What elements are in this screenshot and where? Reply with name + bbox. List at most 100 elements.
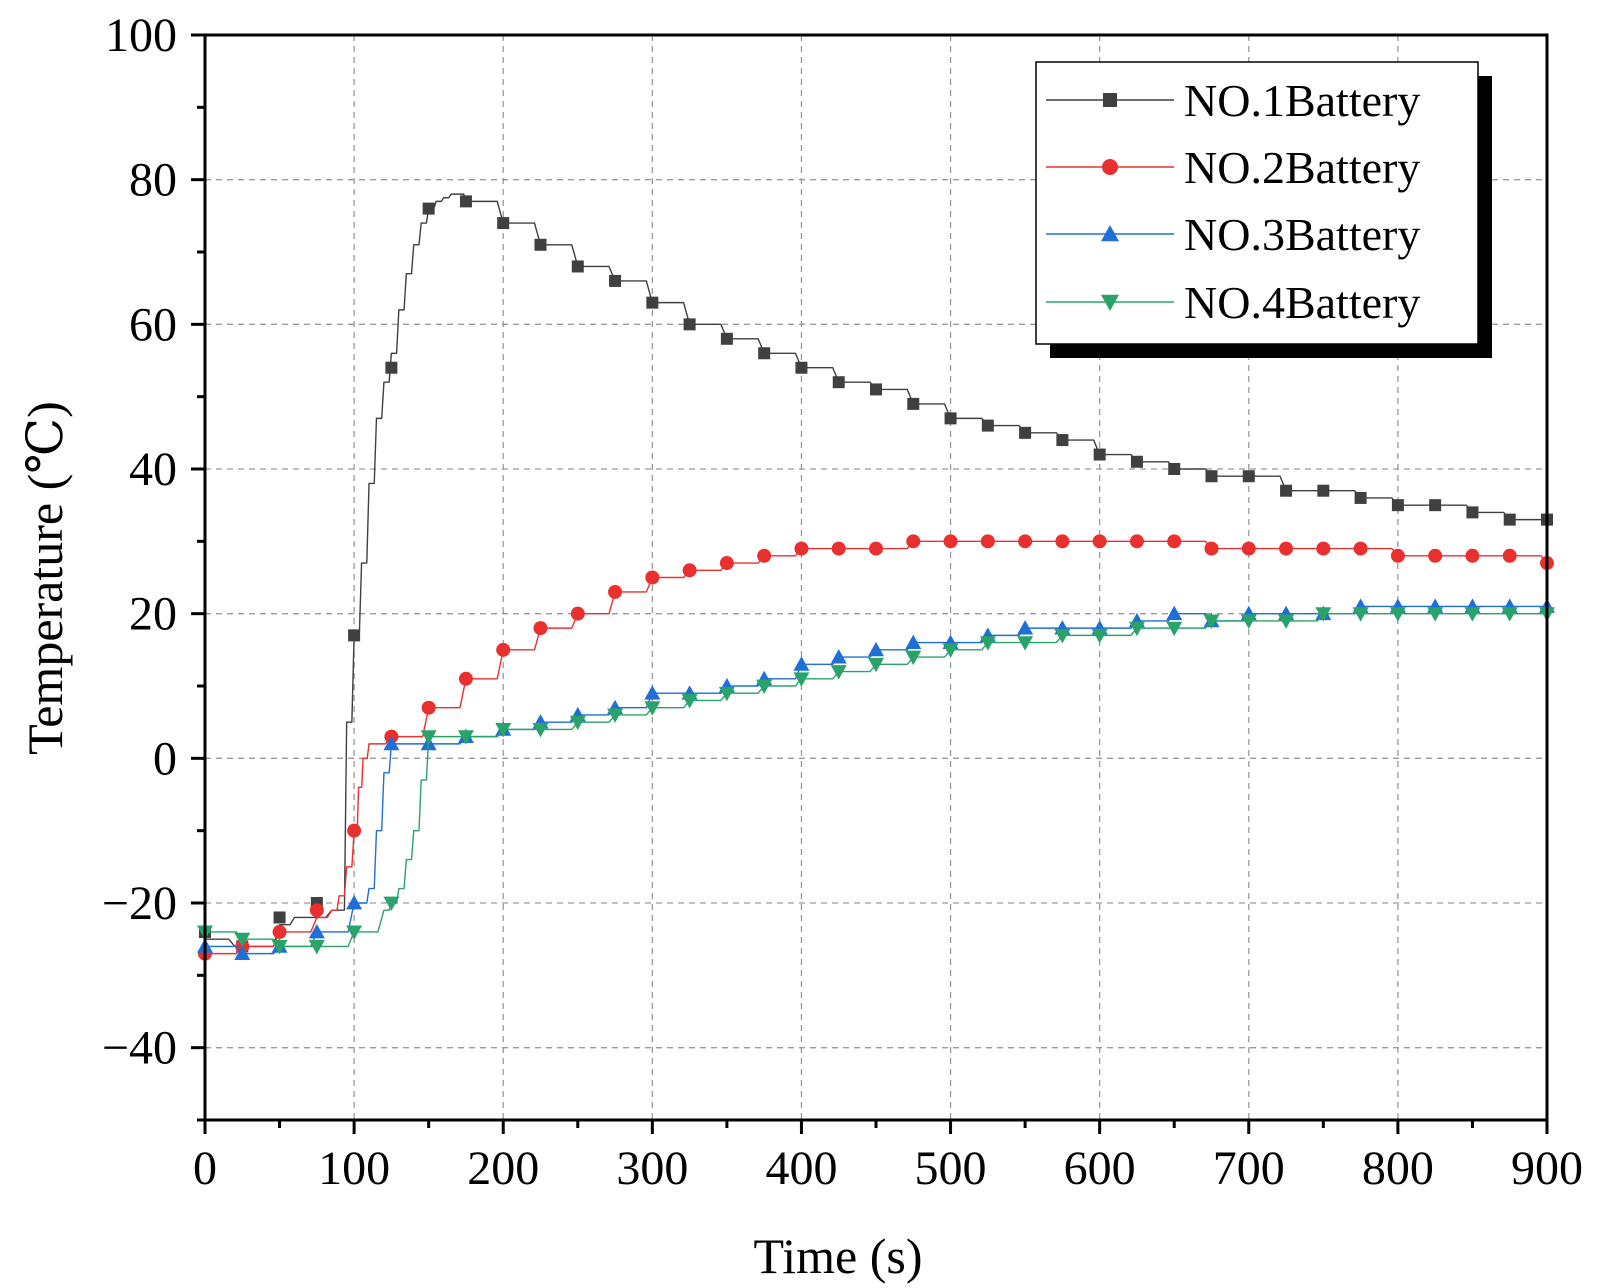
data-point xyxy=(793,656,810,671)
data-point xyxy=(831,541,846,556)
data-point xyxy=(644,701,661,716)
data-point xyxy=(794,541,809,556)
data-point xyxy=(1315,607,1332,622)
x-tick-label: 100 xyxy=(318,1142,390,1195)
data-point xyxy=(645,570,660,585)
data-point xyxy=(942,643,959,658)
x-axis-label: Time (s) xyxy=(753,1228,922,1284)
data-point xyxy=(1018,534,1033,549)
data-series xyxy=(197,193,1555,961)
data-point xyxy=(1428,548,1443,563)
data-point xyxy=(869,541,883,556)
x-tick-label: 600 xyxy=(1064,1142,1136,1195)
data-point xyxy=(943,534,958,549)
data-point xyxy=(608,584,623,599)
data-point xyxy=(1390,548,1405,563)
data-point xyxy=(1501,607,1518,622)
data-point xyxy=(1017,620,1034,635)
data-point xyxy=(756,679,773,694)
data-point xyxy=(868,641,884,657)
y-axis-label: Temperature (℃) xyxy=(17,401,73,755)
x-tick-label: 200 xyxy=(467,1142,539,1195)
data-point xyxy=(682,563,697,578)
data-point xyxy=(421,700,436,715)
data-point xyxy=(570,606,585,621)
data-point xyxy=(1167,534,1182,549)
data-point xyxy=(720,332,733,345)
legend: NO.1Battery NO.2Battery NO.3Battery NO.4Bat… xyxy=(1035,61,1492,358)
data-point xyxy=(571,260,584,273)
data-point xyxy=(944,412,957,425)
data-point xyxy=(1055,534,1070,549)
x-tick-label: 400 xyxy=(765,1142,837,1195)
data-point xyxy=(758,347,771,360)
data-point xyxy=(1427,607,1444,622)
data-point xyxy=(1354,491,1367,504)
data-point xyxy=(1240,614,1257,629)
y-tick-label: 60 xyxy=(129,298,177,351)
data-point xyxy=(1056,434,1069,447)
data-point xyxy=(234,932,251,948)
data-point xyxy=(459,195,472,208)
data-point xyxy=(533,621,548,636)
data-point xyxy=(1166,605,1183,621)
data-point xyxy=(383,896,400,911)
axes: 0 100 200 300 400 500 600 700 800 900 −40 −20 0 20 40 6… xyxy=(102,9,1583,1195)
data-point xyxy=(1205,470,1218,483)
data-point xyxy=(569,715,586,731)
series-2 xyxy=(198,534,1554,961)
y-tick-label: 20 xyxy=(129,588,177,641)
data-point xyxy=(272,924,287,939)
x-tick-label: 700 xyxy=(1213,1142,1285,1195)
data-point xyxy=(905,650,922,666)
legend-marker xyxy=(1101,294,1119,311)
data-point xyxy=(346,895,363,910)
data-point xyxy=(1280,484,1293,497)
data-point xyxy=(1091,628,1108,644)
data-point xyxy=(457,730,474,745)
data-point xyxy=(1352,607,1369,622)
data-point xyxy=(979,636,996,651)
data-point xyxy=(346,925,363,940)
data-point xyxy=(830,649,847,664)
data-point xyxy=(1093,448,1106,461)
data-point xyxy=(1502,548,1517,563)
data-point xyxy=(1130,455,1143,468)
data-point xyxy=(1204,541,1219,556)
data-point xyxy=(1128,621,1145,637)
data-point xyxy=(757,548,772,563)
data-point xyxy=(646,296,659,309)
data-point xyxy=(309,903,324,918)
y-tick-label: 0 xyxy=(153,732,177,785)
data-point xyxy=(718,686,735,702)
legend-label: NO.4Battery xyxy=(1184,277,1420,328)
data-point xyxy=(1316,541,1331,556)
x-tick-label: 800 xyxy=(1362,1142,1434,1195)
data-point xyxy=(1203,614,1220,629)
data-point xyxy=(1166,621,1183,637)
data-point xyxy=(1092,534,1107,549)
data-point xyxy=(273,911,286,924)
data-point xyxy=(793,672,810,687)
data-point xyxy=(719,556,734,571)
data-point xyxy=(1466,506,1479,519)
data-point xyxy=(1464,607,1481,622)
data-point xyxy=(683,318,696,331)
data-point xyxy=(497,217,510,230)
data-point xyxy=(1129,534,1144,549)
data-point xyxy=(981,419,994,432)
data-point xyxy=(1278,614,1295,629)
y-tick-label: −20 xyxy=(102,877,177,930)
data-point xyxy=(1389,607,1406,622)
data-point xyxy=(907,397,920,410)
legend-marker xyxy=(1101,225,1119,242)
data-point xyxy=(607,708,624,723)
y-tick-label: 80 xyxy=(129,154,177,207)
data-point xyxy=(422,202,435,215)
data-point xyxy=(1241,541,1256,556)
data-point xyxy=(458,671,473,686)
data-point xyxy=(1429,499,1442,512)
data-point xyxy=(830,665,847,680)
data-point xyxy=(644,685,661,700)
